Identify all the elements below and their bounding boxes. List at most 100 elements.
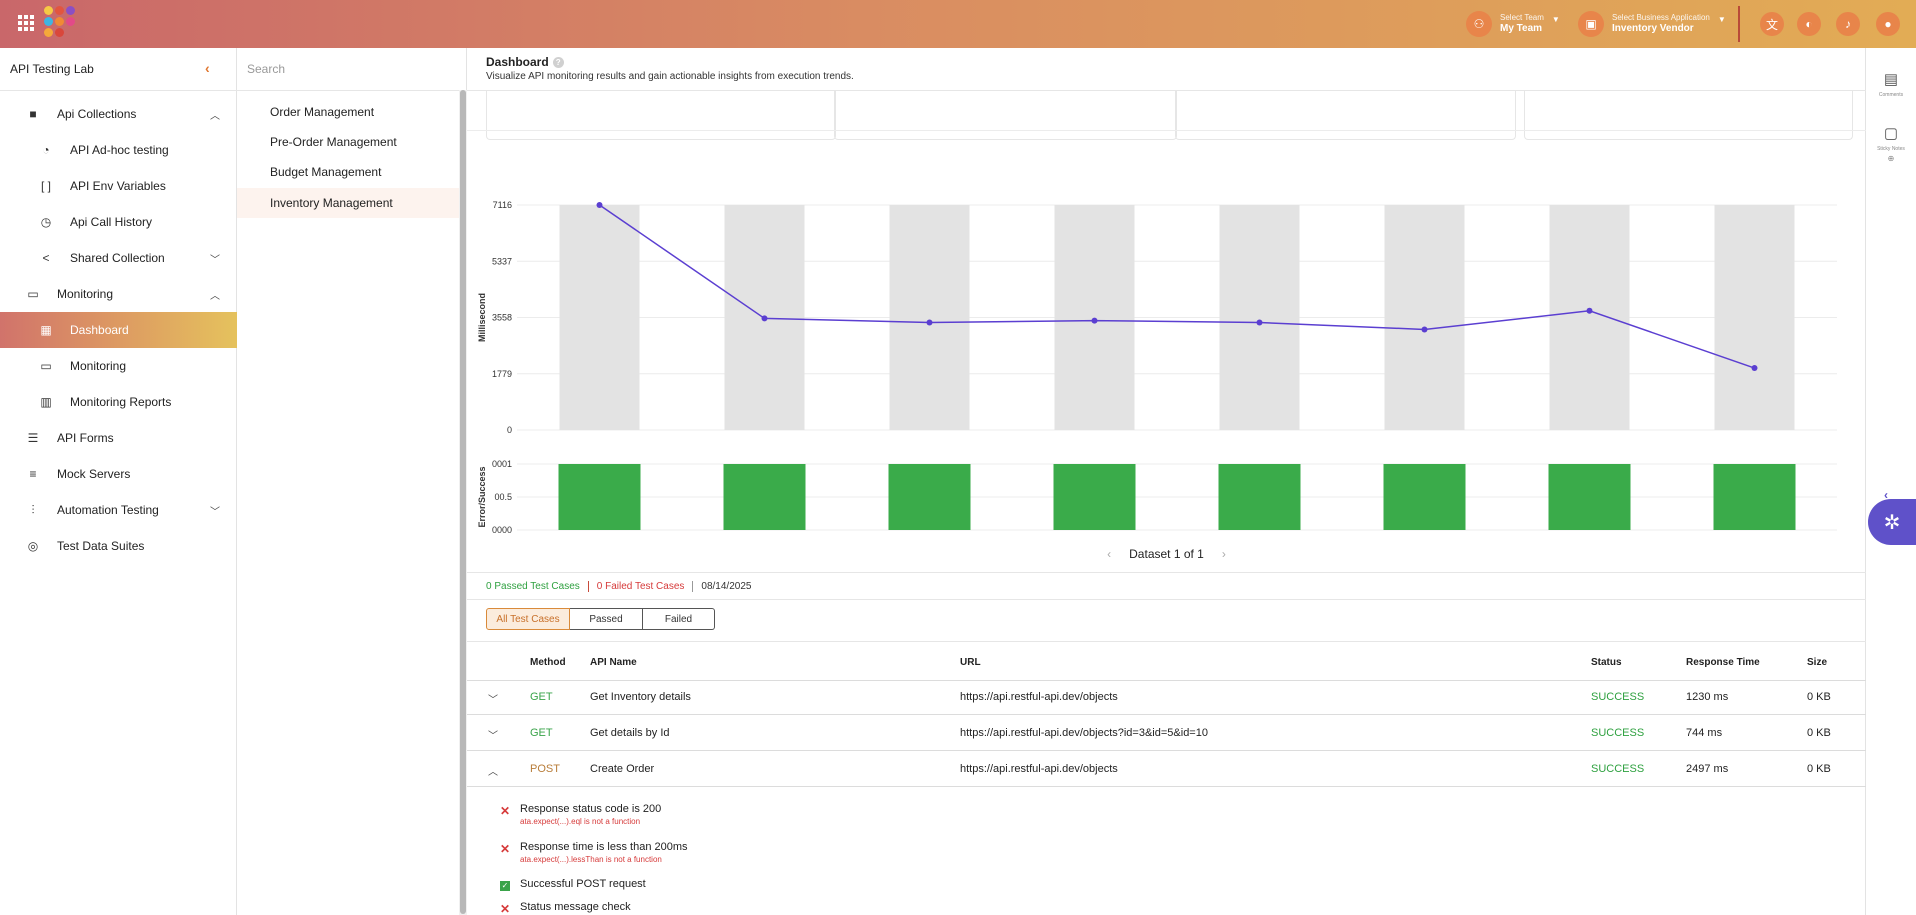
palette-icon[interactable]: ◐ [1797,12,1821,36]
sidebar-item-label: Shared Collection [70,251,165,265]
y-axis-label: Error/Success [477,466,487,527]
chevron-down-icon[interactable]: ﹀ [488,731,498,742]
tab-all-test-cases[interactable]: All Test Cases [486,608,570,630]
divider [467,90,1866,91]
sidebar-title: API Testing Lab [10,62,94,76]
column-header: API Name [590,657,637,668]
divider [467,641,1866,642]
chevron-left-icon[interactable]: ‹ [1107,547,1112,561]
chevron-left-icon[interactable]: ‹ [1884,488,1888,502]
divider [467,572,1866,573]
data-point [596,202,603,208]
sidebar-item-label: API Ad-hoc testing [70,143,169,157]
table-header: Method API Name URL Status Response Time… [467,657,1866,673]
sticky-notes-button[interactable]: ▢ Sticky Notes ⊕ [1866,124,1916,163]
list-item[interactable]: Pre-Order Management [270,135,397,149]
success-bar [1053,464,1136,530]
main-content: Dashboard ? Visualize API monitoring res… [467,48,1866,915]
success-bar [558,464,641,530]
success-bar [723,464,806,530]
column-header: Response Time [1686,657,1760,668]
chevron-down-icon[interactable]: ﹀ [210,254,220,266]
user-icon[interactable]: ● [1876,12,1900,36]
sidebar-item-monitoring-group[interactable]: ▭ Monitoring ︿ [0,276,237,312]
data-point [1586,307,1593,314]
column-header: Size [1807,657,1828,668]
sidebar-item-automation-testing[interactable]: ⫶ Automation Testing ﹀ [0,492,237,528]
dataset-pager: ‹ Dataset 1 of 1 › [467,544,1866,564]
chevron-down-icon[interactable]: ﹀ [210,506,220,518]
bell-icon[interactable]: ♪ [1836,12,1860,36]
help-icon[interactable]: ? [552,56,564,68]
tab-failed[interactable]: Failed [643,608,715,630]
app-launcher-icon[interactable] [18,15,34,31]
failed-count: 0 Failed Test Cases [587,581,693,592]
tab-passed[interactable]: Passed [570,608,643,630]
table-row[interactable]: ﹀ GET Get details by Id https://api.rest… [467,717,1866,751]
chevron-up-icon[interactable]: ︿ [210,110,220,122]
success-bar [888,464,971,530]
sidebar-item-api-forms[interactable]: ☰ API Forms [0,420,237,456]
sidebar-item-shared-collection[interactable]: < Shared Collection ﹀ [0,240,237,276]
y-tick-label: 7116 [493,200,512,210]
data-point [761,315,768,322]
team-selector[interactable]: ⚇ Select Team My Team ▼ [1466,10,1560,38]
api-url: https://api.restful-api.dev/objects?id=3… [960,727,1208,739]
sidebar-item-monitoring-reports[interactable]: ▥ Monitoring Reports [0,384,237,420]
comments-label: Comments [1878,92,1904,98]
business-app-value: Inventory Vendor [1612,23,1694,34]
team-selector-value: My Team [1500,23,1543,34]
scrollbar-thumb[interactable] [460,90,466,914]
sidebar-item-label: Mock Servers [57,467,131,481]
company-logo [42,4,76,38]
assertion-text: Successful POST request [520,878,646,890]
collapse-sidebar-icon[interactable]: ‹ [205,60,210,76]
time-band [889,205,970,430]
data-point [1751,365,1758,372]
monitor-icon: ▭ [40,359,52,373]
page-title: Dashboard ? [486,55,564,69]
method-badge: GET [530,691,553,703]
sidebar-item-dashboard[interactable]: ▦ Dashboard [0,312,237,348]
dashboard-icon: ▦ [40,323,52,337]
list-item-selected[interactable]: Inventory Management [237,188,461,218]
sidebar-item-api-env-variables[interactable]: [ ] API Env Variables [0,168,237,204]
chevron-down-icon[interactable]: ﹀ [488,695,498,706]
sticky-notes-label: Sticky Notes [1877,146,1905,152]
divider [467,599,1866,600]
y-tick-label: 0 [507,425,512,435]
sidebar-item-api-call-history[interactable]: ◷ Api Call History [0,204,237,240]
status-badge: SUCCESS [1591,691,1645,703]
business-app-selector[interactable]: ▣ Select Business Application Inventory … [1578,10,1726,38]
search-input[interactable]: Search [247,62,286,76]
sidebar-item-api-adhoc-testing[interactable]: ◔ API Ad-hoc testing [0,132,237,168]
table-row-expanded[interactable]: ︿ POST Create Order https://api.restful-… [467,753,1866,787]
chevron-up-icon[interactable]: ︿ [210,290,220,302]
list-item[interactable]: Budget Management [270,165,382,179]
bug-report-button[interactable]: ✲ [1868,499,1916,545]
sidebar-item-test-data-suites[interactable]: ◎ Test Data Suites [0,528,237,564]
assertion-text: Status message check [520,901,631,913]
data-icon: ◎ [27,539,39,553]
api-url: https://api.restful-api.dev/objects [960,763,1118,775]
sidebar-item-mock-servers[interactable]: ≡ Mock Servers [0,456,237,492]
server-icon: ≡ [29,467,37,481]
time-band [1054,205,1135,430]
stat-card [1175,90,1516,140]
chevron-right-icon[interactable]: › [1221,547,1226,561]
stat-card [486,90,836,140]
table-row[interactable]: ﹀ GET Get Inventory details https://api.… [467,681,1866,715]
comments-icon: ▤ [1883,71,1899,88]
list-item[interactable]: Order Management [270,105,375,119]
column-header: Status [1591,657,1622,668]
stat-card [1524,90,1853,140]
sidebar-item-monitoring[interactable]: ▭ Monitoring [0,348,237,384]
sidebar-item-api-collections[interactable]: ■ Api Collections ︿ [0,96,237,132]
column-header: URL [960,657,981,668]
comments-button[interactable]: ▤ Comments [1866,70,1916,98]
data-point [926,319,933,326]
response-size: 0 KB [1807,727,1831,739]
chevron-up-icon[interactable]: ︿ [488,767,498,778]
translate-icon[interactable]: 文 [1760,12,1784,36]
assertion-text: Response status code is 200 [520,803,662,815]
